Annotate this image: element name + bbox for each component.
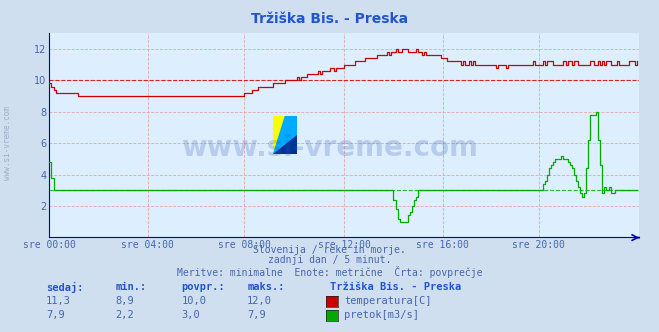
Text: zadnji dan / 5 minut.: zadnji dan / 5 minut. — [268, 255, 391, 265]
Text: Slovenija / reke in morje.: Slovenija / reke in morje. — [253, 245, 406, 255]
Text: temperatura[C]: temperatura[C] — [344, 296, 432, 306]
Polygon shape — [273, 135, 297, 154]
Polygon shape — [273, 116, 297, 154]
Text: 11,3: 11,3 — [46, 296, 71, 306]
Text: www.si-vreme.com: www.si-vreme.com — [3, 106, 13, 180]
Text: Tržiška Bis. - Preska: Tržiška Bis. - Preska — [251, 12, 408, 26]
Text: 2,2: 2,2 — [115, 310, 134, 320]
Text: 8,9: 8,9 — [115, 296, 134, 306]
Text: 12,0: 12,0 — [247, 296, 272, 306]
Text: maks.:: maks.: — [247, 282, 285, 291]
Text: povpr.:: povpr.: — [181, 282, 225, 291]
Text: 7,9: 7,9 — [46, 310, 65, 320]
Text: 10,0: 10,0 — [181, 296, 206, 306]
Text: Meritve: minimalne  Enote: metrične  Črta: povprečje: Meritve: minimalne Enote: metrične Črta:… — [177, 266, 482, 278]
Text: Tržiška Bis. - Preska: Tržiška Bis. - Preska — [330, 282, 461, 291]
Text: pretok[m3/s]: pretok[m3/s] — [344, 310, 419, 320]
Polygon shape — [273, 116, 285, 154]
Text: 3,0: 3,0 — [181, 310, 200, 320]
Text: sedaj:: sedaj: — [46, 282, 84, 292]
Text: min.:: min.: — [115, 282, 146, 291]
Text: 7,9: 7,9 — [247, 310, 266, 320]
Text: www.si-vreme.com: www.si-vreme.com — [181, 134, 478, 162]
